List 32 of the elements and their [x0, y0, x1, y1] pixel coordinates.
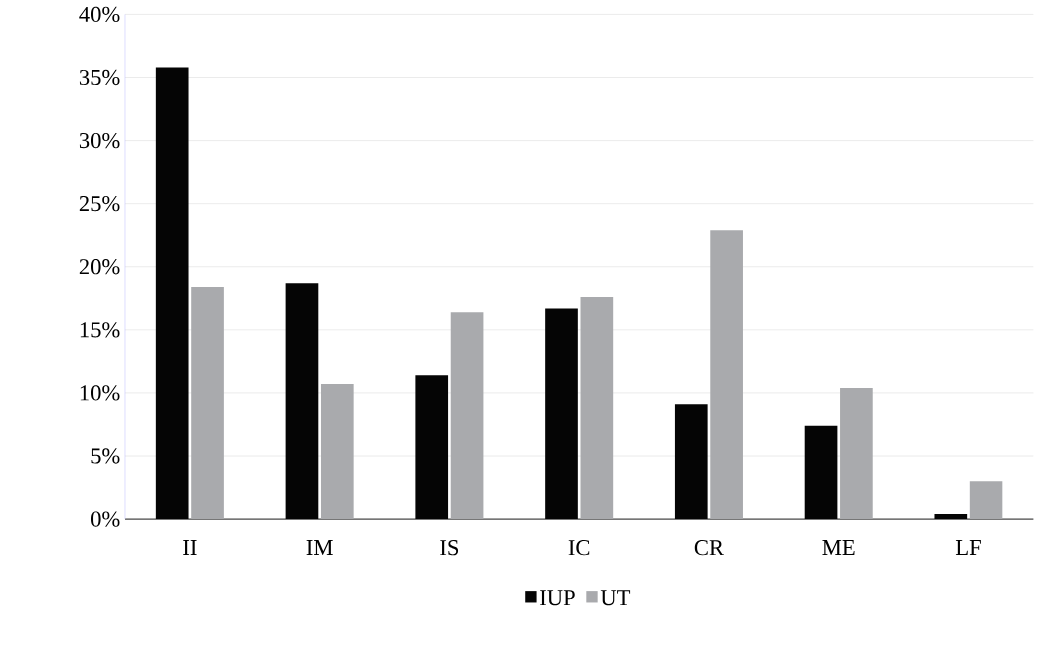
x-tick-label: IC: [568, 539, 590, 556]
bar: [545, 308, 578, 519]
bar: [285, 282, 319, 519]
bar: [191, 286, 224, 519]
bar: [804, 425, 838, 519]
bar: [415, 375, 449, 519]
bar: [450, 311, 484, 519]
x-tick-label: ME: [822, 539, 855, 555]
y-tick-label: 35%: [79, 69, 120, 85]
y-tick-label: 10%: [80, 385, 120, 401]
y-tick-label: 20%: [79, 258, 120, 275]
bar: [969, 481, 1003, 519]
x-tick-label: IS: [440, 539, 459, 556]
bar: [320, 383, 354, 519]
bar: [710, 229, 743, 519]
y-tick-label: 0%: [90, 511, 120, 527]
bar: [934, 513, 968, 519]
y-tick-label: 40%: [79, 6, 120, 22]
legend-label: IUP: [540, 590, 575, 606]
y-tick-label: 30%: [79, 132, 120, 149]
x-tick-label: CR: [694, 539, 724, 556]
bar: [840, 387, 873, 519]
y-tick-label: 25%: [79, 195, 120, 212]
bar: [674, 404, 708, 519]
x-tick-label: II: [183, 539, 197, 555]
x-tick-label: IM: [306, 539, 333, 555]
x-tick-label: LF: [955, 539, 981, 555]
bar: [580, 296, 614, 519]
bar: [155, 67, 189, 519]
y-tick-label: 15%: [80, 321, 120, 338]
legend-label: UT: [600, 590, 631, 606]
y-tick-label: 5%: [91, 448, 120, 464]
